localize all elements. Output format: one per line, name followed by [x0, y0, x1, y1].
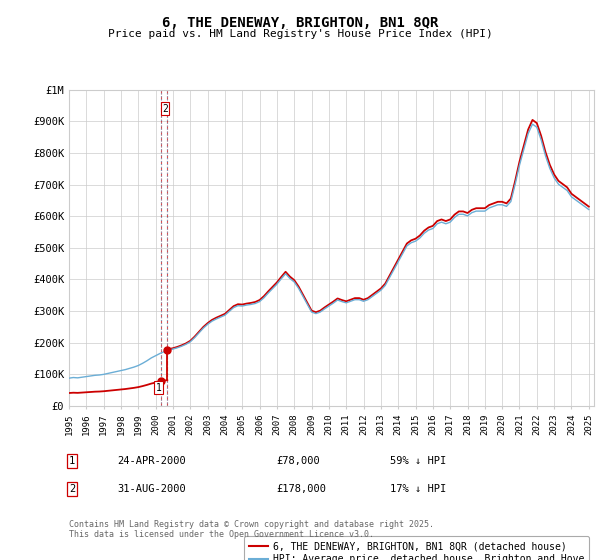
Text: Contains HM Land Registry data © Crown copyright and database right 2025.
This d: Contains HM Land Registry data © Crown c…: [69, 520, 434, 539]
Text: 2: 2: [162, 104, 168, 114]
Legend: 6, THE DENEWAY, BRIGHTON, BN1 8QR (detached house), HPI: Average price, detached: 6, THE DENEWAY, BRIGHTON, BN1 8QR (detac…: [244, 536, 589, 560]
Text: 31-AUG-2000: 31-AUG-2000: [117, 484, 186, 494]
Text: £78,000: £78,000: [276, 456, 320, 466]
Text: 59% ↓ HPI: 59% ↓ HPI: [390, 456, 446, 466]
Text: 24-APR-2000: 24-APR-2000: [117, 456, 186, 466]
Text: Price paid vs. HM Land Registry's House Price Index (HPI): Price paid vs. HM Land Registry's House …: [107, 29, 493, 39]
Text: 1: 1: [69, 456, 75, 466]
Text: 2: 2: [69, 484, 75, 494]
Text: 17% ↓ HPI: 17% ↓ HPI: [390, 484, 446, 494]
Text: £178,000: £178,000: [276, 484, 326, 494]
Text: 1: 1: [155, 383, 161, 393]
Text: 6, THE DENEWAY, BRIGHTON, BN1 8QR: 6, THE DENEWAY, BRIGHTON, BN1 8QR: [162, 16, 438, 30]
